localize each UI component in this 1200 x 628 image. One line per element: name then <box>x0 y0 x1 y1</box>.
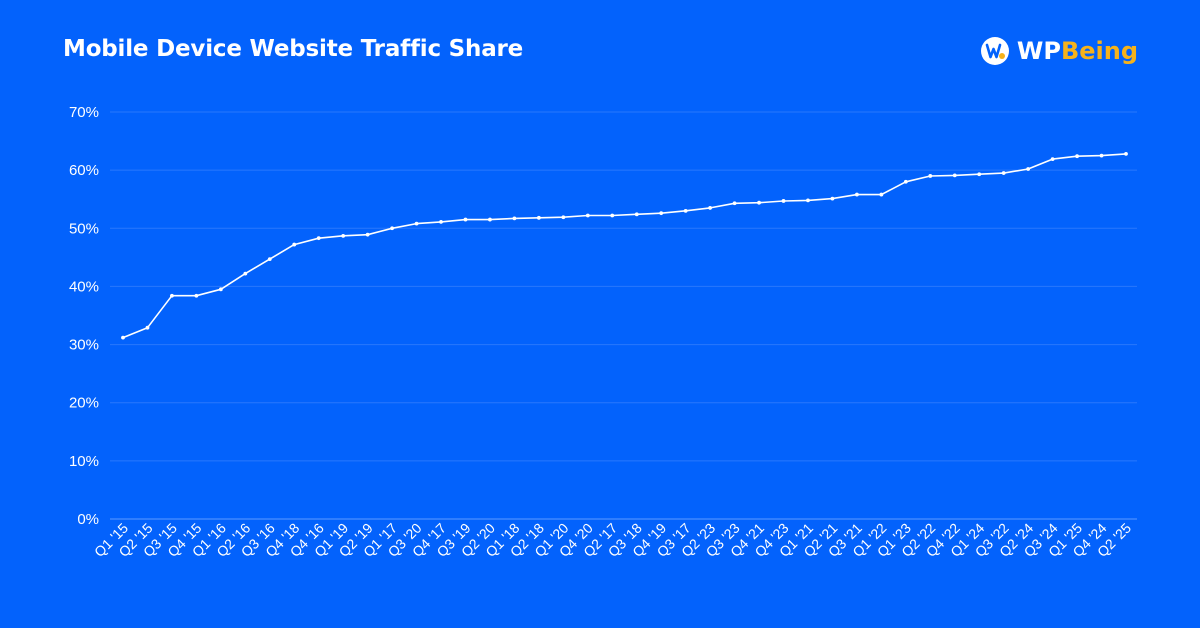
data-point <box>488 217 492 222</box>
data-point <box>708 206 713 210</box>
data-point <box>439 219 443 224</box>
y-tick-label: 30% <box>69 337 99 354</box>
y-tick-label: 10% <box>69 453 99 470</box>
data-point <box>414 221 419 226</box>
data-point <box>732 201 737 206</box>
data-point <box>218 287 223 292</box>
data-point <box>121 335 125 340</box>
data-point <box>634 212 639 217</box>
data-point <box>928 174 933 178</box>
data-point <box>879 192 884 197</box>
data-point <box>903 179 908 184</box>
data-point <box>463 217 468 222</box>
data-point <box>292 242 297 247</box>
data-point <box>1001 171 1006 175</box>
data-point <box>585 213 590 218</box>
y-tick-label: 60% <box>69 162 99 179</box>
brand-name-being: Being <box>1060 37 1138 65</box>
data-point <box>1124 151 1128 156</box>
data-point <box>316 236 321 241</box>
data-point <box>830 196 835 201</box>
data-point <box>659 211 664 216</box>
brand-name-wp: WP <box>1016 37 1061 65</box>
data-point <box>365 232 370 237</box>
data-point <box>806 198 810 203</box>
data-point <box>267 257 272 262</box>
data-point <box>757 200 761 205</box>
wpbeing-logo-icon <box>980 37 1009 65</box>
data-point <box>683 208 688 213</box>
data-point <box>977 172 982 177</box>
y-tick-label: 70% <box>69 104 99 121</box>
data-point <box>536 215 541 220</box>
data-point <box>243 271 248 276</box>
y-tick-label: 0% <box>77 511 99 528</box>
data-point <box>145 325 150 330</box>
data-point <box>855 192 859 197</box>
data-point <box>1075 154 1079 159</box>
y-tick-label: 20% <box>69 395 99 412</box>
data-point <box>170 293 174 298</box>
data-point <box>1026 167 1031 171</box>
data-point <box>341 233 346 238</box>
data-point <box>512 216 517 221</box>
data-point <box>1050 157 1055 161</box>
data-point <box>1099 153 1104 158</box>
data-point <box>610 213 615 218</box>
data-point <box>390 226 394 231</box>
chart-title: Mobile Device Website Traffic Share <box>63 36 524 62</box>
y-tick-label: 50% <box>69 220 99 237</box>
data-point <box>781 199 786 203</box>
brand-name: WP Being <box>1017 37 1138 65</box>
series-line <box>122 153 1127 339</box>
y-tick-label: 40% <box>69 278 99 295</box>
data-point <box>561 215 566 220</box>
brand-logo: WP Being <box>980 36 1138 66</box>
data-point <box>194 293 199 298</box>
data-point <box>952 173 957 178</box>
